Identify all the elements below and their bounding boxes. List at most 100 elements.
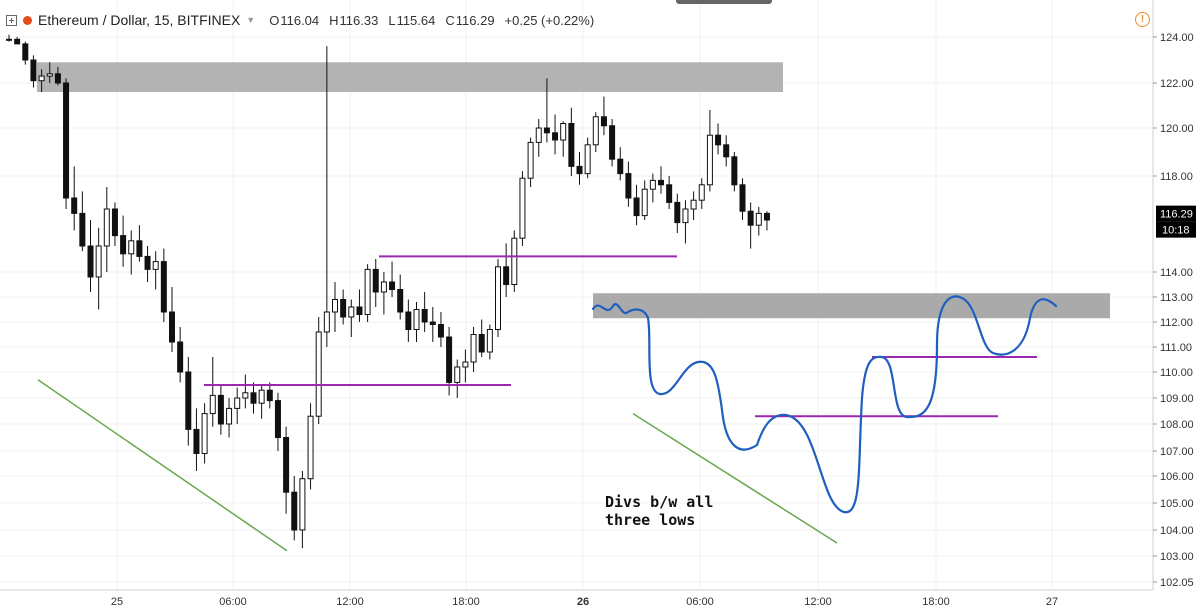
candle-body — [14, 38, 21, 45]
candle-body — [519, 177, 526, 239]
status-dot-icon — [23, 15, 32, 25]
time-tick-label: 06:00 — [219, 596, 247, 608]
price-tick-label: 111.00 — [1160, 342, 1192, 354]
candle-body — [609, 125, 616, 160]
candlestick-series — [6, 34, 770, 549]
candle-body — [470, 334, 477, 363]
candle — [625, 161, 632, 207]
candle-body — [682, 208, 689, 224]
candle-body — [152, 261, 159, 270]
candle-body — [340, 299, 347, 318]
annotation-line: three lows — [605, 511, 695, 529]
candle-body — [63, 82, 70, 199]
grid-lines — [0, 0, 1153, 590]
candle — [658, 166, 664, 194]
candle-body — [446, 336, 453, 383]
candle-body — [209, 394, 216, 415]
close-value: 116.29 — [455, 12, 495, 28]
candle-body — [307, 415, 314, 480]
candle-body — [568, 123, 575, 167]
symbol-title[interactable]: Ethereum / Dollar, 15, BITFINEX — [38, 12, 241, 28]
low-label: L — [388, 12, 396, 28]
candle — [6, 34, 12, 42]
price-tick-label: 109.00 — [1160, 393, 1194, 405]
candle — [503, 243, 510, 297]
price-tick-label: 103.00 — [1160, 551, 1194, 563]
candle-body — [755, 212, 762, 226]
candle-body — [486, 329, 493, 353]
time-axis[interactable]: 25 06:00 12:00 18:00 26 06:00 12:00 18:00 27 — [0, 589, 1153, 608]
candle — [421, 292, 428, 332]
candle — [478, 319, 485, 357]
candle-body — [552, 132, 559, 141]
chevron-down-icon[interactable]: ▼ — [246, 15, 256, 25]
candle — [54, 66, 61, 86]
candle-body — [111, 208, 118, 237]
candle — [160, 248, 167, 322]
price-tick-label: 110.00 — [1160, 367, 1193, 379]
candle — [71, 166, 78, 231]
candle — [136, 225, 143, 262]
candle-body — [706, 134, 713, 186]
candle-body — [747, 210, 754, 226]
high-label: H — [329, 12, 339, 28]
price-tick-label: 108.00 — [1160, 419, 1194, 431]
candle — [128, 230, 135, 275]
candle-body — [478, 334, 485, 353]
candle-body — [666, 184, 673, 203]
candle — [372, 259, 379, 307]
candle-body — [592, 116, 599, 146]
candle-body — [372, 268, 379, 293]
expand-icon[interactable] — [6, 14, 17, 26]
candle-body — [421, 309, 428, 323]
candle-body — [54, 73, 61, 84]
open-value: 116.04 — [280, 12, 320, 28]
candle — [755, 206, 762, 236]
price-tick-label: 112.00 — [1160, 317, 1193, 329]
candle-body — [535, 127, 542, 143]
price-tick-label: 118.00 — [1160, 171, 1193, 183]
price-axis[interactable]: 124.00 122.00 120.00 118.00 114.00 113.00 112.… — [1152, 0, 1196, 590]
candle — [380, 272, 387, 315]
candle — [519, 171, 526, 246]
candle — [527, 137, 534, 187]
candle — [87, 220, 94, 292]
candle-body — [380, 281, 387, 293]
candle — [79, 191, 86, 252]
candle — [747, 202, 754, 249]
time-tick-label: 27 — [1046, 596, 1058, 608]
sketch-resistance-zone — [593, 293, 1110, 319]
candle-body — [641, 188, 648, 217]
price-tick-label: 122.00 — [1160, 78, 1194, 90]
time-tick-label: 18:00 — [922, 596, 950, 608]
candle — [332, 282, 338, 332]
candle — [103, 187, 110, 272]
candle-body — [193, 428, 200, 454]
candle-body — [723, 144, 730, 158]
candle-body — [763, 212, 770, 221]
price-tick-label: 124.00 — [1160, 32, 1194, 44]
candle-body — [413, 309, 420, 330]
candle-body — [429, 321, 436, 325]
candle — [63, 78, 70, 209]
time-tick-label: 12:00 — [336, 596, 364, 608]
candle-body — [715, 134, 722, 146]
annotation-text: Divs b/w all three lows — [605, 493, 713, 529]
candle — [169, 287, 175, 352]
candle-body — [185, 371, 192, 430]
last-price-label: 116.29 — [1160, 209, 1193, 221]
warning-icon[interactable]: ! — [1135, 12, 1150, 27]
candle — [731, 152, 738, 192]
candle — [674, 193, 681, 233]
open-label: O — [269, 12, 280, 28]
candle — [600, 96, 607, 136]
candle — [666, 176, 673, 209]
candle — [552, 114, 559, 155]
candle-body — [87, 245, 94, 278]
candle-body — [95, 245, 102, 278]
candle — [462, 349, 469, 383]
toolbar-handle[interactable] — [676, 0, 772, 4]
candle-body — [136, 240, 143, 257]
price-tick-label: 106.00 — [1160, 471, 1194, 483]
